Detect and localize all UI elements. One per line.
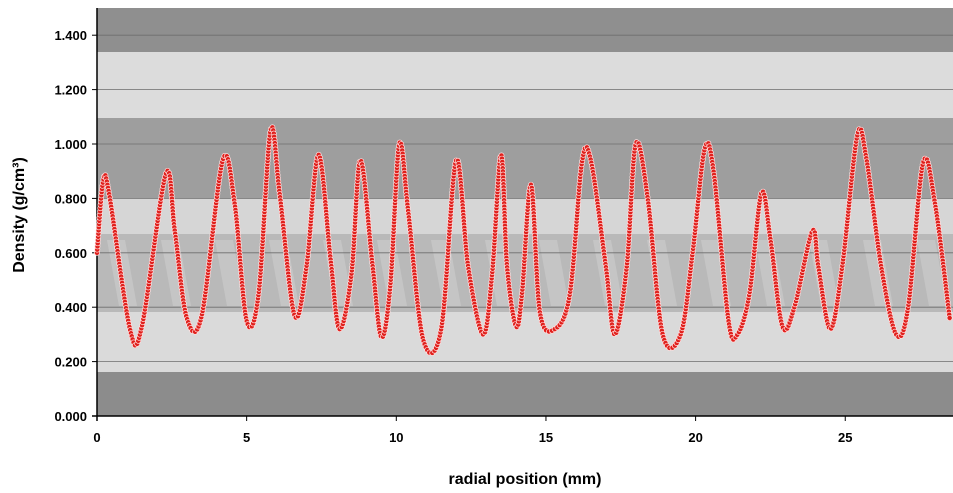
y-tick-label: 1.400 [54, 28, 87, 43]
y-tick-labels: 0.000 0.200 0.400 0.600 0.800 1.000 1.200 1.400 [54, 28, 87, 424]
x-axis-title: radial position (mm) [449, 471, 602, 488]
x-tick-label: 0 [93, 430, 100, 445]
density-point [946, 314, 953, 321]
y-tick-label: 1.000 [54, 137, 87, 152]
y-tick-label: 0.200 [54, 355, 87, 370]
x-tick-label: 25 [838, 430, 852, 445]
y-tick-label: 0.000 [54, 409, 87, 424]
y-tick-label: 0.800 [54, 191, 87, 206]
y-axis-title: Density (g/cm³) [11, 157, 28, 273]
y-tick-label: 1.200 [54, 83, 87, 98]
xray-band [97, 118, 953, 198]
x-tick-label: 15 [539, 430, 553, 445]
x-tick-label: 20 [688, 430, 702, 445]
x-tick-label: 5 [243, 430, 250, 445]
xray-band [97, 8, 953, 52]
x-tick-label: 10 [389, 430, 403, 445]
xray-streak [917, 240, 947, 306]
xray-band [97, 52, 953, 118]
y-tick-label: 0.600 [54, 246, 87, 261]
x-tick-labels: 0 5 10 15 20 25 [93, 430, 852, 445]
y-tick-label: 0.400 [54, 300, 87, 315]
xray-streak [539, 240, 569, 306]
density-series [94, 124, 953, 356]
xray-streak [215, 240, 245, 306]
xray-band [97, 372, 953, 416]
